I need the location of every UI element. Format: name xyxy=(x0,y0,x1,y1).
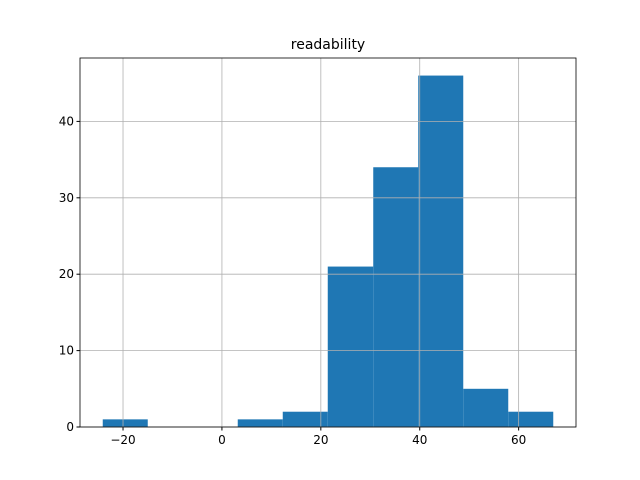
x-tick-label: 20 xyxy=(313,433,328,447)
y-tick-label: 30 xyxy=(59,191,74,205)
bar xyxy=(282,411,328,427)
bar xyxy=(373,167,419,427)
plot-frame xyxy=(79,57,577,428)
y-tick-label: 20 xyxy=(59,267,74,281)
bar xyxy=(418,75,464,428)
x-tick-label: 0 xyxy=(218,433,226,447)
bar xyxy=(508,411,554,427)
x-tick-label: 60 xyxy=(511,433,526,447)
bar xyxy=(237,419,283,427)
x-tick-label: 40 xyxy=(412,433,427,447)
bar xyxy=(327,266,374,427)
bar xyxy=(102,419,148,427)
chart-title: readability xyxy=(291,37,365,53)
y-tick-label: 0 xyxy=(66,420,74,434)
bar xyxy=(463,388,509,427)
y-tick-label: 40 xyxy=(59,114,74,128)
y-tick-label: 10 xyxy=(59,344,74,358)
x-tick-label: −20 xyxy=(110,433,135,447)
